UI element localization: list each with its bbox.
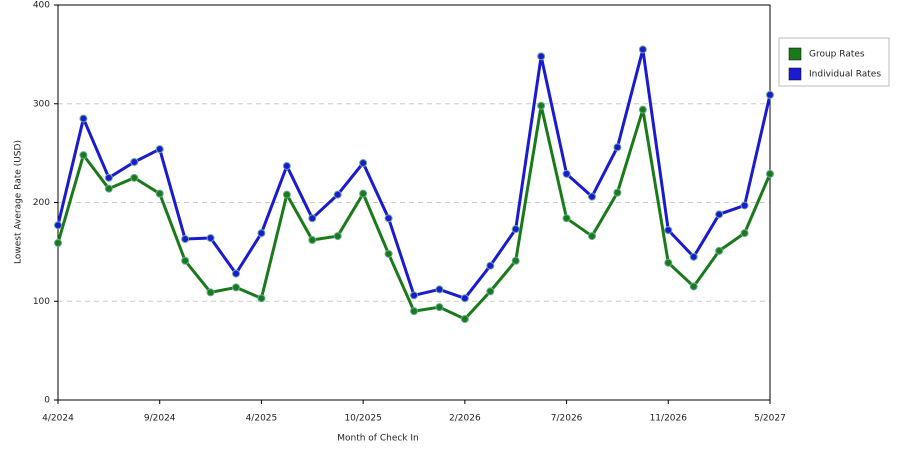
data-point — [181, 235, 190, 244]
data-point — [664, 226, 673, 235]
legend-box — [778, 37, 890, 87]
data-point — [460, 294, 469, 303]
data-point — [308, 214, 317, 223]
data-point — [54, 238, 62, 247]
data-point — [460, 315, 469, 324]
data-point — [638, 45, 647, 54]
data-point — [282, 190, 291, 199]
data-point — [206, 234, 215, 243]
y-tick-label: 100 — [33, 297, 50, 307]
data-point — [333, 232, 342, 241]
y-tick-label: 200 — [33, 198, 50, 208]
data-point — [410, 291, 418, 300]
y-tick-label: 0 — [44, 396, 50, 406]
data-point — [104, 173, 113, 182]
data-point — [766, 90, 774, 99]
data-point — [410, 307, 418, 316]
data-point — [740, 201, 749, 210]
data-point — [257, 294, 266, 303]
series-line — [56, 47, 772, 300]
x-axis-label: Month of Check In — [337, 434, 419, 444]
data-point — [130, 158, 139, 167]
data-point — [664, 258, 673, 267]
series-line — [56, 104, 772, 321]
data-point — [588, 192, 596, 201]
x-tick-label: 7/2026 — [551, 414, 583, 424]
data-point — [79, 114, 88, 123]
data-point — [333, 190, 342, 199]
x-tick-label: 2/2026 — [449, 414, 481, 424]
data-point — [562, 169, 571, 178]
data-point — [715, 210, 724, 219]
x-tick-label: 9/2024 — [144, 414, 176, 424]
data-point — [232, 283, 240, 292]
data-point — [130, 173, 139, 182]
data-point — [282, 161, 291, 170]
data-point — [588, 232, 596, 241]
data-point — [689, 252, 698, 261]
x-tick-label: 11/2026 — [650, 414, 688, 424]
data-point — [206, 288, 215, 297]
data-point — [155, 145, 164, 154]
data-point — [511, 256, 520, 265]
plot-frame — [57, 4, 771, 401]
data-point — [613, 143, 622, 152]
data-point — [181, 256, 190, 265]
data-point — [384, 214, 393, 223]
data-point — [359, 189, 368, 198]
legend-swatch — [788, 67, 802, 81]
data-point — [689, 282, 698, 291]
data-point — [257, 229, 266, 238]
x-tick-label: 4/2025 — [246, 414, 278, 424]
data-point — [638, 105, 647, 114]
data-point — [435, 303, 444, 312]
data-point — [359, 159, 368, 167]
data-point — [537, 52, 546, 61]
y-tick-label: 400 — [33, 1, 50, 11]
data-point — [613, 188, 622, 197]
data-point — [562, 214, 571, 223]
data-point — [104, 184, 113, 193]
data-point — [740, 229, 749, 238]
legend-swatch — [788, 47, 802, 61]
x-tick-label: 4/2024 — [42, 414, 74, 424]
y-axis-label: Lowest Average Rate (USD) — [14, 140, 24, 264]
x-tick-label: 5/2027 — [754, 414, 786, 424]
legend-label: Individual Rates — [809, 70, 881, 80]
legend-label: Group Rates — [809, 50, 865, 60]
y-tick-label: 300 — [33, 99, 50, 109]
data-point — [486, 261, 495, 270]
data-point — [715, 246, 724, 255]
data-point — [435, 285, 444, 294]
data-point — [155, 189, 164, 198]
data-point — [511, 225, 520, 234]
data-point — [79, 151, 88, 160]
data-point — [384, 249, 393, 258]
data-point — [766, 169, 774, 178]
data-point — [308, 236, 317, 245]
x-tick-label: 10/2025 — [344, 414, 381, 424]
data-point — [486, 287, 495, 296]
data-point — [54, 221, 62, 230]
data-point — [537, 101, 546, 110]
data-point — [232, 269, 240, 278]
